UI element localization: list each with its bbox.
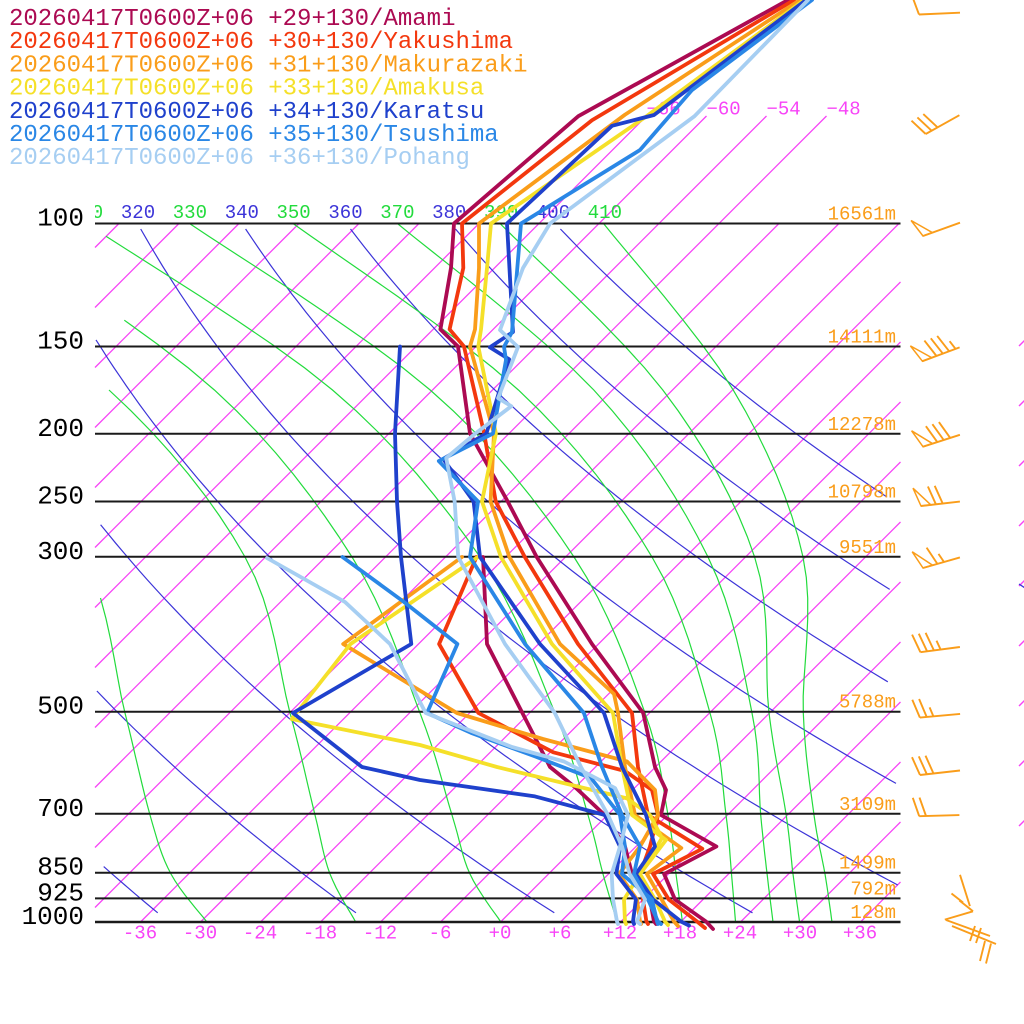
svg-text:-24: -24 xyxy=(243,923,277,945)
svg-text:330: 330 xyxy=(173,202,207,224)
svg-text:+36: +36 xyxy=(843,923,877,945)
svg-text:-12: -12 xyxy=(363,923,397,945)
svg-text:-18: -18 xyxy=(303,923,337,945)
svg-text:380: 380 xyxy=(432,202,466,224)
svg-text:700: 700 xyxy=(37,794,84,824)
svg-text:250: 250 xyxy=(37,482,84,512)
svg-text:200: 200 xyxy=(37,414,84,444)
svg-text:300: 300 xyxy=(37,537,84,567)
svg-text:5788m: 5788m xyxy=(839,692,896,714)
svg-text:128m: 128m xyxy=(850,902,896,924)
svg-text:+30: +30 xyxy=(783,923,817,945)
svg-text:320: 320 xyxy=(121,202,155,224)
svg-text:1499m: 1499m xyxy=(839,853,896,875)
svg-text:+0: +0 xyxy=(489,923,512,945)
svg-text:20260417T0600Z+06 +36+130/Poha: 20260417T0600Z+06 +36+130/Pohang xyxy=(9,145,470,172)
svg-text:20260417T0600Z+06 +29+130/Amam: 20260417T0600Z+06 +29+130/Amami xyxy=(9,6,455,33)
svg-text:−60: −60 xyxy=(707,99,741,121)
svg-text:9551m: 9551m xyxy=(839,537,896,559)
svg-text:+12: +12 xyxy=(603,923,637,945)
svg-text:+6: +6 xyxy=(549,923,572,945)
svg-text:150: 150 xyxy=(37,327,84,357)
svg-text:792m: 792m xyxy=(850,878,896,900)
svg-text:10798m: 10798m xyxy=(828,482,896,504)
svg-text:20260417T0600Z+06 +30+130/Yaku: 20260417T0600Z+06 +30+130/Yakushima xyxy=(9,29,513,56)
svg-text:−48: −48 xyxy=(827,99,861,121)
svg-text:360: 360 xyxy=(328,202,362,224)
svg-text:-6: -6 xyxy=(429,923,452,945)
svg-text:+24: +24 xyxy=(723,923,757,945)
svg-text:+18: +18 xyxy=(663,923,697,945)
svg-text:20260417T0600Z+06 +33+130/Amak: 20260417T0600Z+06 +33+130/Amakusa xyxy=(9,76,484,103)
svg-text:-30: -30 xyxy=(183,923,217,945)
svg-text:20260417T0600Z+06 +34+130/Kara: 20260417T0600Z+06 +34+130/Karatsu xyxy=(9,99,484,126)
svg-text:850: 850 xyxy=(37,853,84,883)
svg-text:370: 370 xyxy=(380,202,414,224)
svg-text:16561m: 16561m xyxy=(828,204,896,226)
svg-text:340: 340 xyxy=(225,202,259,224)
svg-text:925: 925 xyxy=(37,878,84,908)
svg-text:20260417T0600Z+06 +35+130/Tsus: 20260417T0600Z+06 +35+130/Tsushima xyxy=(9,122,499,149)
svg-text:310: 310 xyxy=(69,202,103,224)
svg-text:14111m: 14111m xyxy=(828,327,896,349)
svg-text:1000: 1000 xyxy=(22,902,84,932)
svg-text:410: 410 xyxy=(588,202,622,224)
svg-text:350: 350 xyxy=(276,202,310,224)
svg-text:12278m: 12278m xyxy=(828,414,896,436)
svg-text:100: 100 xyxy=(37,204,84,234)
svg-text:−54: −54 xyxy=(767,99,801,121)
svg-text:500: 500 xyxy=(37,692,84,722)
svg-text:3109m: 3109m xyxy=(839,794,896,816)
svg-text:-36: -36 xyxy=(123,923,157,945)
svg-text:20260417T0600Z+06 +31+130/Maku: 20260417T0600Z+06 +31+130/Makurazaki xyxy=(9,52,527,79)
